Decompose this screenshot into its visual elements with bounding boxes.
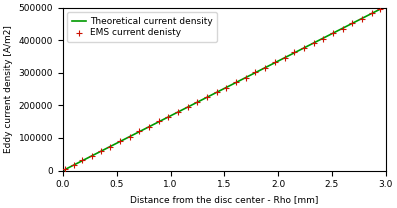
EMS current denisty	[204, 96, 210, 99]
EMS current denisty	[252, 71, 259, 74]
EMS current denisty	[223, 86, 229, 89]
X-axis label: Distance from the disc center - Rho [mm]: Distance from the disc center - Rho [mm]	[130, 195, 318, 204]
EMS current denisty	[194, 100, 200, 103]
Line: Theoretical current density: Theoretical current density	[63, 9, 380, 171]
EMS current denisty	[349, 21, 355, 25]
EMS current denisty	[175, 110, 181, 113]
EMS current denisty	[262, 67, 268, 70]
EMS current denisty	[291, 51, 297, 54]
EMS current denisty	[368, 11, 375, 15]
EMS current denisty	[62, 167, 68, 171]
EMS current denisty	[117, 139, 123, 143]
EMS current denisty	[310, 41, 317, 44]
Theoretical current density	[378, 8, 383, 10]
Theoretical current density	[211, 93, 216, 95]
EMS current denisty	[281, 56, 288, 60]
EMS current denisty	[339, 27, 346, 30]
Legend: Theoretical current density, EMS current denisty: Theoretical current density, EMS current…	[67, 12, 217, 42]
EMS current denisty	[127, 135, 133, 139]
Theoretical current density	[370, 12, 375, 14]
EMS current denisty	[89, 155, 95, 158]
Theoretical current density	[321, 37, 326, 40]
EMS current denisty	[156, 120, 162, 123]
EMS current denisty	[71, 164, 77, 167]
EMS current denisty	[146, 125, 152, 129]
EMS current denisty	[97, 149, 104, 153]
EMS current denisty	[301, 47, 307, 50]
Theoretical current density	[232, 82, 237, 84]
EMS current denisty	[243, 76, 249, 80]
EMS current denisty	[136, 129, 143, 133]
Theoretical current density	[249, 73, 254, 76]
EMS current denisty	[359, 17, 365, 20]
EMS current denisty	[214, 90, 220, 94]
EMS current denisty	[107, 145, 114, 149]
EMS current denisty	[320, 37, 326, 40]
Y-axis label: Eddy current density [A/m2]: Eddy current density [A/m2]	[4, 25, 13, 153]
EMS current denisty	[233, 80, 239, 84]
EMS current denisty	[377, 8, 384, 11]
EMS current denisty	[79, 158, 85, 162]
EMS current denisty	[165, 116, 172, 119]
Theoretical current density	[213, 92, 218, 94]
EMS current denisty	[272, 61, 278, 64]
Theoretical current density	[61, 169, 66, 172]
EMS current denisty	[185, 106, 191, 109]
EMS current denisty	[330, 31, 336, 34]
